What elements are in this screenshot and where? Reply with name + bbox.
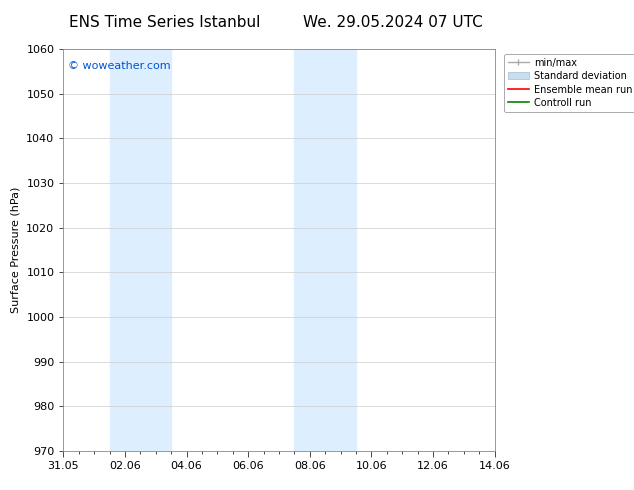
Legend: min/max, Standard deviation, Ensemble mean run, Controll run: min/max, Standard deviation, Ensemble me…: [503, 54, 634, 112]
Bar: [294, 49, 356, 451]
Text: © woweather.com: © woweather.com: [68, 61, 171, 71]
Bar: [110, 49, 171, 451]
Y-axis label: Surface Pressure (hPa): Surface Pressure (hPa): [11, 187, 21, 313]
Text: ENS Time Series Istanbul: ENS Time Series Istanbul: [69, 15, 261, 30]
Text: We. 29.05.2024 07 UTC: We. 29.05.2024 07 UTC: [303, 15, 483, 30]
